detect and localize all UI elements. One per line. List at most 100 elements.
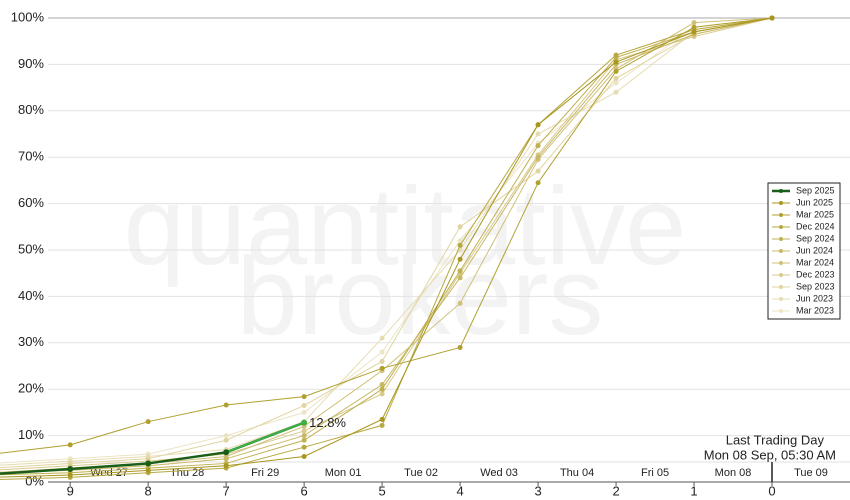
x-tick-label: 5 — [378, 483, 385, 498]
y-tick-label: 100% — [11, 9, 45, 24]
point — [457, 344, 463, 350]
point — [457, 224, 463, 230]
legend-marker — [779, 297, 783, 301]
point — [223, 463, 229, 469]
point — [457, 238, 463, 244]
point — [535, 131, 541, 137]
date-label: Wed 03 — [480, 467, 518, 479]
point — [379, 349, 385, 355]
point — [145, 467, 151, 473]
legend-label: Jun 2024 — [796, 245, 833, 255]
current-segment — [225, 421, 305, 454]
point — [301, 433, 307, 439]
x-tick-label: 0 — [768, 483, 775, 498]
legend-marker — [779, 237, 783, 241]
point — [301, 409, 307, 415]
x-tick-label: 1 — [690, 483, 697, 498]
y-tick-label: 90% — [18, 56, 44, 71]
point — [223, 449, 230, 456]
point — [457, 300, 463, 306]
point — [301, 453, 307, 459]
point — [613, 68, 619, 74]
x-tick-label: 7 — [223, 483, 230, 498]
point — [535, 143, 541, 149]
y-tick-label: 20% — [18, 381, 44, 396]
point — [613, 52, 619, 58]
point — [223, 402, 229, 408]
legend-label: Mar 2024 — [796, 257, 834, 267]
y-tick-label: 80% — [18, 102, 44, 117]
date-label: Mon 08 — [715, 467, 752, 479]
legend-marker — [779, 225, 783, 229]
point — [301, 428, 307, 434]
plot-area — [0, 15, 775, 480]
legend-marker — [779, 285, 783, 289]
point — [379, 386, 385, 392]
point — [691, 24, 697, 30]
legend-label: Sep 2024 — [796, 233, 835, 243]
point — [457, 242, 463, 248]
point — [691, 20, 697, 26]
point — [535, 122, 541, 128]
point — [379, 382, 385, 388]
point — [457, 275, 463, 281]
point — [379, 358, 385, 364]
point — [301, 419, 308, 426]
date-label: Mon 01 — [325, 467, 362, 479]
annotation: Mon 08 Sep, 05:30 AM — [704, 447, 836, 462]
y-tick-label: 70% — [18, 149, 44, 164]
point — [67, 472, 73, 478]
y-tick-label: 50% — [18, 241, 44, 256]
legend-label: Mar 2023 — [796, 305, 834, 315]
point — [379, 416, 385, 422]
point — [535, 168, 541, 174]
point — [67, 442, 73, 448]
point — [223, 437, 229, 443]
legend-marker — [779, 189, 783, 193]
point — [145, 419, 151, 425]
point — [379, 391, 385, 397]
annotation: Last Trading Day — [726, 432, 825, 447]
watermark: quantitative — [124, 165, 687, 288]
y-tick-label: 60% — [18, 195, 44, 210]
x-tick-label: 6 — [301, 483, 308, 498]
date-label: Tue 09 — [794, 467, 828, 479]
legend-label: Sep 2025 — [796, 185, 835, 195]
point — [301, 444, 307, 450]
point — [457, 256, 463, 262]
x-tick-label: 4 — [456, 483, 463, 498]
point — [301, 394, 307, 400]
x-tick-label: 2 — [612, 483, 619, 498]
point — [301, 437, 307, 443]
date-label: Fri 29 — [251, 467, 279, 479]
legend: Sep 2025 Jun 2025 Mar 2025 Dec 2024 Sep 2024… — [767, 182, 841, 320]
legend-marker — [779, 201, 783, 205]
legend-label: Dec 2024 — [796, 221, 835, 231]
point — [379, 335, 385, 341]
x-tick-label: 3 — [534, 483, 541, 498]
legend-marker — [779, 213, 783, 217]
date-label: Tue 02 — [404, 467, 438, 479]
x-tick-label: 8 — [145, 483, 152, 498]
legend-label: Mar 2025 — [796, 209, 834, 219]
y-tick-label: 40% — [18, 288, 44, 303]
point — [613, 59, 619, 65]
x-tick-label: 9 — [67, 483, 74, 498]
point — [301, 402, 307, 408]
point — [769, 15, 775, 21]
point — [691, 29, 697, 35]
legend-marker — [779, 261, 783, 265]
y-tick-label: 30% — [18, 334, 44, 349]
y-tick-label: 0% — [25, 473, 44, 488]
point — [613, 80, 619, 86]
y-tick-label: 10% — [18, 427, 44, 442]
point — [457, 268, 463, 274]
date-label: Fri 05 — [641, 467, 669, 479]
point — [535, 180, 541, 186]
legend-label: Dec 2023 — [796, 269, 835, 279]
point — [379, 365, 385, 371]
point — [535, 154, 541, 160]
value-label: 12.8% — [309, 415, 346, 430]
point — [379, 422, 385, 428]
